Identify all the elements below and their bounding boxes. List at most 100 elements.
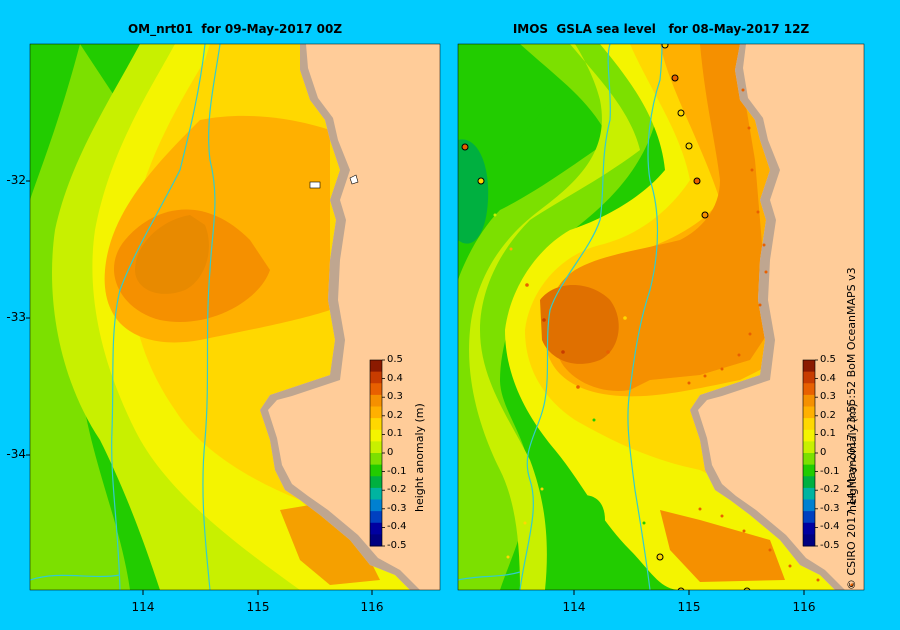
colorbar-swatch <box>803 453 815 466</box>
colorbar-swatch <box>803 394 815 407</box>
colorbar-tick-label: 0.1 <box>820 428 836 440</box>
right-bathy-contour-outer <box>519 44 611 590</box>
obs-marker <box>816 578 820 582</box>
right-anomaly-se-patch <box>660 510 785 582</box>
obs-marker <box>677 587 685 590</box>
right-coastline <box>690 44 845 590</box>
colorbar-swatch <box>370 464 382 477</box>
colorbar-tick-label: 0.3 <box>820 391 836 403</box>
obs-marker <box>747 126 751 130</box>
colorbar-tick-label: 0.4 <box>387 372 403 384</box>
colorbar-swatch <box>803 418 815 431</box>
obs-marker <box>477 177 485 185</box>
obs-marker <box>623 316 627 320</box>
obs-marker <box>748 332 752 336</box>
right-anomaly-core <box>540 285 619 364</box>
left-bathy-contour-south <box>30 574 121 581</box>
colorbar-tick-label: -0.4 <box>820 521 840 533</box>
right-bathy-contour-inner <box>627 44 663 590</box>
obs-marker <box>788 564 792 568</box>
obs-marker <box>741 88 745 92</box>
obs-marker <box>701 211 709 219</box>
colorbar-swatch <box>370 522 382 535</box>
colorbar-swatch <box>370 383 382 396</box>
obs-marker <box>540 487 544 491</box>
colorbar-swatch <box>803 487 815 500</box>
left-bathy-contour-inner <box>202 44 221 590</box>
colorbar-swatch <box>370 371 382 384</box>
colorbar-swatch <box>370 534 382 547</box>
left-colorbar-title: height anomaly (m) <box>413 403 426 512</box>
obs-marker <box>743 587 751 590</box>
obs-marker <box>693 177 701 185</box>
obs-marker <box>661 44 669 49</box>
colorbar-swatch <box>370 360 382 373</box>
obs-marker <box>720 367 724 371</box>
obs-marker <box>671 74 679 82</box>
right-bathy-contour-south <box>458 571 521 581</box>
colorbar-swatch <box>803 441 815 454</box>
obs-marker <box>758 303 762 307</box>
x-tick-label: 116 <box>360 600 384 614</box>
x-tick-label: 114 <box>131 600 155 614</box>
colorbar-tick-label: 0 <box>820 447 827 458</box>
right-anomaly-band-02 <box>469 44 640 590</box>
x-tick-label: 116 <box>792 600 816 614</box>
obs-marker <box>576 385 580 389</box>
obs-marker <box>762 243 766 247</box>
right-anomaly-sw-low <box>563 495 605 545</box>
colorbar-swatch <box>803 429 815 442</box>
colorbar-swatch <box>370 476 382 489</box>
right-panel-title: IMOS GSLA sea level for 08-May-2017 12Z <box>512 22 810 36</box>
left-land-mass <box>260 44 440 590</box>
left-colorbar <box>369 359 385 547</box>
left-anomaly-se-patch <box>280 505 380 585</box>
obs-marker <box>685 142 693 150</box>
obs-marker <box>656 553 664 561</box>
colorbar-tick-label: -0.4 <box>387 521 407 533</box>
colorbar-swatch <box>803 360 815 373</box>
right-anomaly-nw <box>458 44 600 300</box>
right-map <box>458 44 864 590</box>
right-colorbar <box>802 359 818 547</box>
colorbar-tick-label: -0.2 <box>387 484 407 496</box>
colorbar-swatch <box>370 511 382 524</box>
obs-marker <box>720 514 724 518</box>
x-tick-label: 115 <box>677 600 701 614</box>
obs-marker <box>461 143 469 151</box>
colorbar-tick-label: 0.3 <box>387 391 403 403</box>
obs-marker <box>737 353 741 357</box>
colorbar-tick-label: -0.1 <box>387 465 407 477</box>
colorbar-swatch <box>803 464 815 477</box>
colorbar-swatch <box>803 406 815 419</box>
colorbar-swatch <box>803 522 815 535</box>
colorbar-swatch <box>370 441 382 454</box>
colorbar-tick-label: -0.3 <box>387 502 407 514</box>
obs-marker <box>592 418 596 422</box>
obs-marker <box>606 350 610 354</box>
left-bathy-contour-outer <box>111 44 206 590</box>
colorbar-swatch <box>370 418 382 431</box>
colorbar-tick-label: 0.5 <box>387 354 403 365</box>
colorbar-swatch <box>370 429 382 442</box>
right-land-mass <box>690 44 864 590</box>
colorbar-swatch <box>803 383 815 396</box>
colorbar-tick-label: -0.3 <box>820 502 840 514</box>
axis-ticks <box>26 180 805 595</box>
colorbar-swatch <box>803 511 815 524</box>
colorbar-swatch <box>370 406 382 419</box>
colorbar-tick-label: 0 <box>387 447 394 458</box>
obs-marker <box>764 270 768 274</box>
y-tick-label: -34 <box>6 447 26 461</box>
right-map-frame <box>457 43 865 591</box>
obs-marker <box>642 521 646 525</box>
obs-marker <box>756 210 760 214</box>
left-map <box>30 44 440 590</box>
left-rottnest-island <box>309 181 321 189</box>
obs-marker <box>850 583 854 587</box>
obs-marker <box>523 521 527 525</box>
left-coastline <box>260 44 420 590</box>
y-tick-label: -33 <box>6 310 26 324</box>
